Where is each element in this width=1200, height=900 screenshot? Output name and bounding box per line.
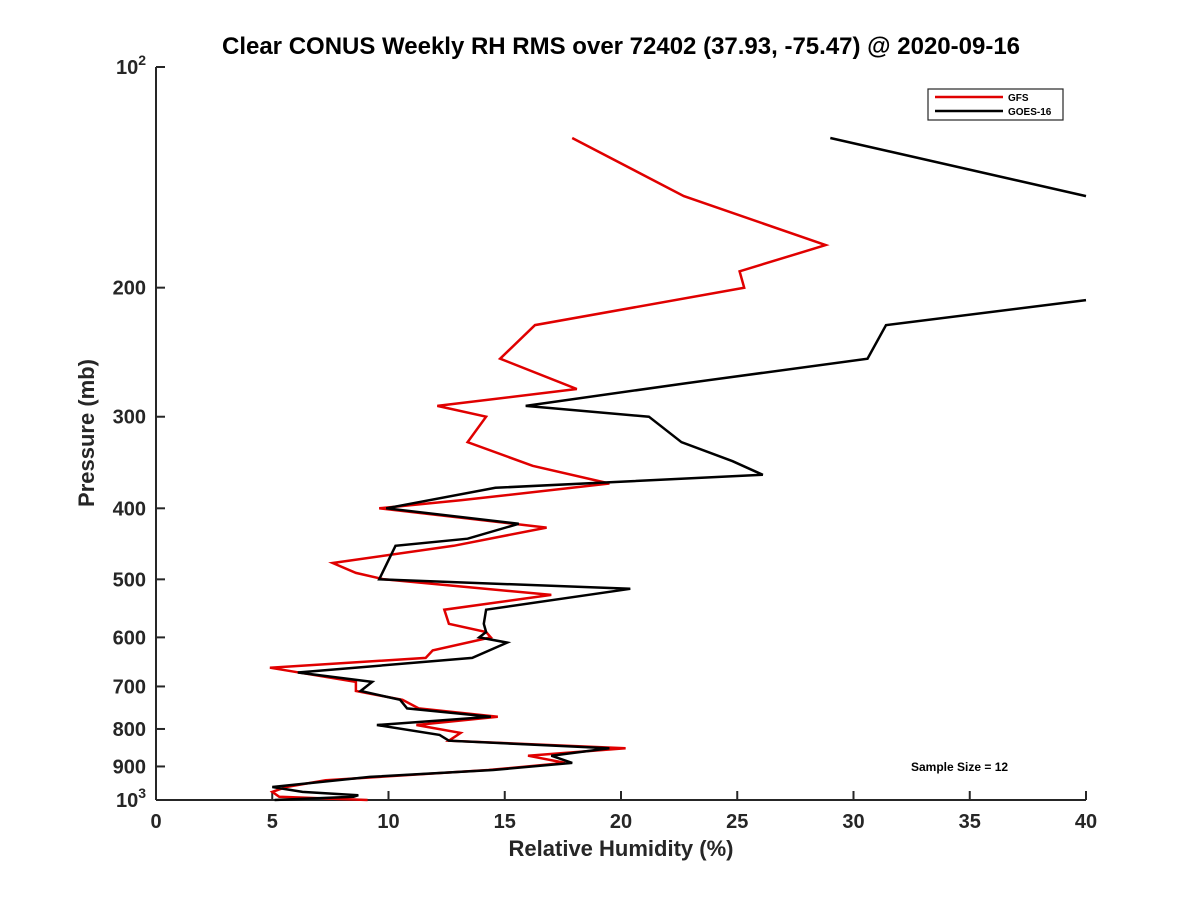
legend-box — [927, 88, 1064, 121]
legend: GFS GOES-16 — [927, 88, 1064, 121]
x-tick-label: 35 — [959, 811, 981, 833]
y-tick-label: 800 — [113, 719, 146, 741]
x-tick-label: 15 — [494, 811, 516, 833]
x-tick-label: 0 — [150, 811, 161, 833]
y-axis-label: Pressure (mb) — [74, 359, 99, 507]
y-tick-label: 900 — [113, 756, 146, 778]
chart-title: Clear CONUS Weekly RH RMS over 72402 (37… — [222, 33, 1020, 60]
sample-size-annotation: Sample Size = 12 — [911, 760, 1008, 774]
x-tick-label: 40 — [1075, 811, 1097, 833]
y-tick-label: 103 — [116, 785, 146, 812]
y-tick-label: 500 — [113, 569, 146, 591]
x-tick-label: 20 — [610, 811, 632, 833]
y-tick-label: 600 — [113, 627, 146, 649]
y-tick-label: 200 — [113, 278, 146, 300]
series-line-gfs — [269, 136, 830, 802]
x-tick-label: 25 — [726, 811, 748, 833]
x-tick-label: 5 — [267, 811, 278, 833]
y-tick-label: 700 — [113, 676, 146, 698]
legend-label-gfs: GFS — [1008, 93, 1029, 104]
x-tick-label: 10 — [377, 811, 399, 833]
y-tick-label: 400 — [113, 498, 146, 520]
legend-label-goes16: GOES-16 — [1008, 107, 1052, 118]
y-tick-label: 300 — [113, 407, 146, 429]
x-axis-label: Relative Humidity (%) — [509, 836, 734, 861]
axes: 0 5 10 15 20 25 30 35 40 102 200 300 400 500 600 700 800… — [113, 52, 1098, 833]
series-layer — [269, 136, 1087, 802]
y-tick-label: 102 — [116, 52, 146, 79]
x-tick-label: 30 — [842, 811, 864, 833]
series-line-goes16 — [272, 136, 1087, 802]
